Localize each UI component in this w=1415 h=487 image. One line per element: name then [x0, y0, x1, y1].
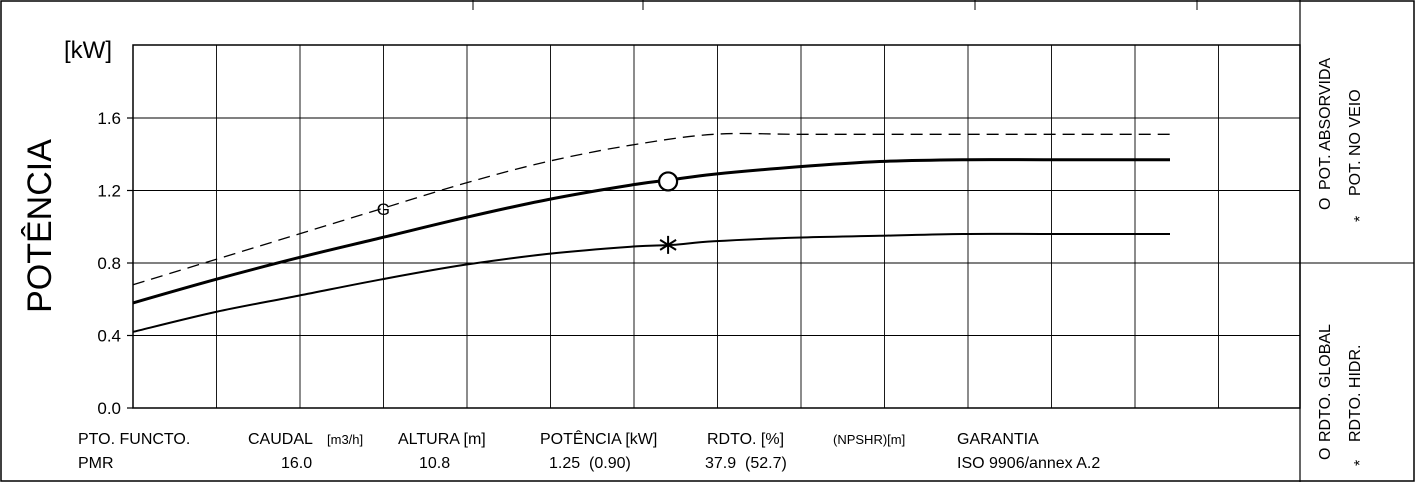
footer-caudal-value: 16.0 [281, 455, 312, 472]
series-layer: G [132, 132, 1170, 333]
y-tick-label: 0.8 [97, 254, 121, 273]
legend-power: O POT. ABSORVIDA * POT. NO VEIO [1317, 57, 1369, 222]
operating-point-circle-marker [657, 171, 679, 192]
footer-garantia-label: GARANTIA [957, 431, 1039, 448]
legend-absorbed-label: POT. ABSORVIDA [1317, 57, 1334, 190]
marker-layer [657, 171, 679, 254]
footer-pto-label: PTO. FUNCTO. [78, 431, 190, 448]
top-dividers [472, 0, 1198, 10]
operating-point-asterisk-marker [659, 235, 677, 254]
footer-potencia-value: 1.25 (0.90) [549, 455, 631, 472]
y-axis-unit: [kW] [64, 37, 112, 64]
y-tick-label: 1.6 [97, 109, 121, 128]
legend-hydraulic-symbol: * [1352, 460, 1369, 466]
footer-table: PTO. FUNCTO. PMR CAUDAL [m3/h] 16.0 ALTU… [78, 429, 1100, 472]
y-tick-label: 0.0 [97, 399, 121, 418]
grid [133, 45, 1300, 408]
legend-shaft-label: POT. NO VEIO [1347, 89, 1364, 196]
legend-global-symbol: O [1317, 448, 1334, 460]
y-tick-label: 1.2 [97, 182, 121, 201]
footer-altura-label: ALTURA [m] [398, 431, 486, 448]
legend-global-label: RDTO. GLOBAL [1317, 324, 1334, 442]
footer-garantia-value: ISO 9906/annex A.2 [957, 455, 1100, 472]
y-axis-label: POTÊNCIA [21, 139, 59, 313]
footer-caudal-unit: [m3/h] [327, 432, 363, 447]
footer-rdto-value: 37.9 (52.7) [705, 455, 787, 472]
footer-npshr-label: (NPSHR)[m] [833, 432, 905, 447]
y-tick-labels: 0.0 0.4 0.8 1.2 1.6 [97, 109, 133, 418]
legend-efficiency: O RDTO. GLOBAL * RDTO. HIDR. [1317, 324, 1369, 466]
footer-altura-value: 10.8 [419, 455, 450, 472]
legend-absorbed-symbol: O [1317, 198, 1334, 210]
series-line-dashed [132, 132, 1170, 286]
y-tick-label: 0.4 [97, 327, 121, 346]
series-line-absorbed [132, 158, 1170, 305]
footer-potencia-label: POTÊNCIA [kW] [540, 429, 657, 448]
footer-rdto-label: RDTO. [%] [707, 431, 784, 448]
legend-shaft-symbol: * [1352, 216, 1369, 222]
legend-hydraulic-label: RDTO. HIDR. [1347, 345, 1364, 442]
footer-pto-value: PMR [78, 455, 114, 472]
plot-frame [132, 44, 1301, 409]
footer-caudal-label: CAUDAL [248, 431, 313, 448]
asterisk-stroke [659, 239, 677, 251]
series-line-shaft [132, 232, 1170, 333]
series-label-dashed: G [377, 200, 390, 219]
